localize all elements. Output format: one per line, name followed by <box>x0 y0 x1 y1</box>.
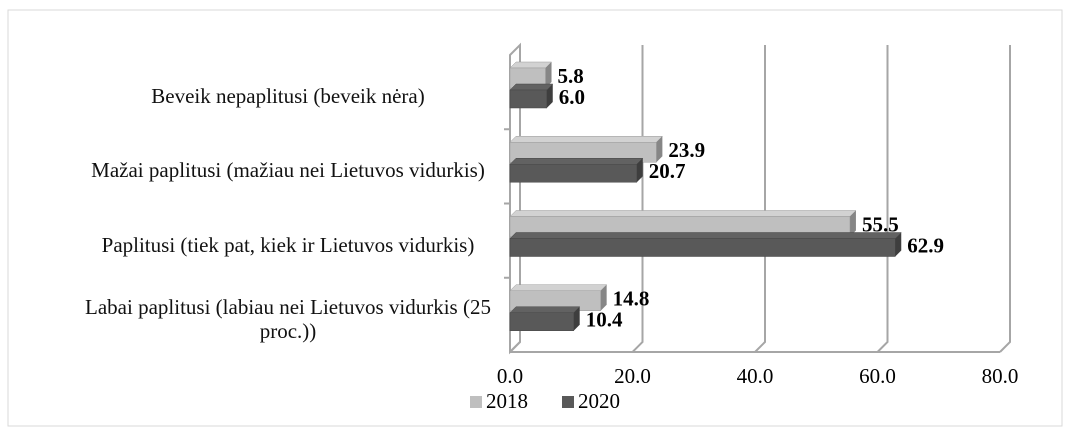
bar <box>509 164 638 183</box>
bar-side <box>895 232 902 257</box>
bar <box>509 312 574 331</box>
bar-side <box>546 84 553 108</box>
bar-top <box>509 284 608 291</box>
legend-label: 2018 <box>486 389 528 413</box>
bar-top <box>509 136 663 143</box>
category-label: Labai paplitusi (labiau nei Lietuvos vid… <box>85 294 491 343</box>
data-label: 6.0 <box>559 85 585 109</box>
bar-side <box>545 62 552 88</box>
grid-line <box>754 45 766 353</box>
bar-side <box>849 210 856 237</box>
data-label: 20.7 <box>649 159 686 183</box>
grid-line <box>876 45 889 353</box>
bar <box>509 89 547 109</box>
bar-side <box>656 136 663 163</box>
bar-top <box>509 61 553 69</box>
bar-side <box>573 306 580 331</box>
bar-top <box>509 158 644 165</box>
bar-side <box>600 284 607 311</box>
x-tick-label: 20.0 <box>614 364 651 388</box>
data-label: 14.8 <box>613 287 650 311</box>
x-tick-label: 40.0 <box>737 364 774 388</box>
category-label: Beveik nepaplitusi (beveik nėra) <box>151 84 425 109</box>
data-label: 23.9 <box>668 138 705 162</box>
category-label: Paplitusi (tiek pat, kiek ir Lietuvos vi… <box>101 232 475 257</box>
bar-top <box>509 83 554 91</box>
category-label: Mažai paplitusi (mažiau nei Lietuvos vid… <box>91 158 485 183</box>
legend-swatch <box>470 396 482 408</box>
bar <box>509 238 896 257</box>
bar-side <box>636 158 643 183</box>
legend-swatch <box>562 396 574 408</box>
bar-top <box>509 306 581 313</box>
bar-top <box>509 210 857 217</box>
legend-label: 2020 <box>578 389 620 413</box>
data-label: 5.8 <box>558 64 584 88</box>
x-tick-label: 60.0 <box>859 364 896 388</box>
grid-line <box>999 45 1011 353</box>
bar-top <box>509 232 902 239</box>
x-tick-label: 80.0 <box>982 364 1019 388</box>
x-tick-label: 0.0 <box>497 364 523 388</box>
data-label: 10.4 <box>586 308 623 332</box>
data-label: 62.9 <box>907 233 944 257</box>
